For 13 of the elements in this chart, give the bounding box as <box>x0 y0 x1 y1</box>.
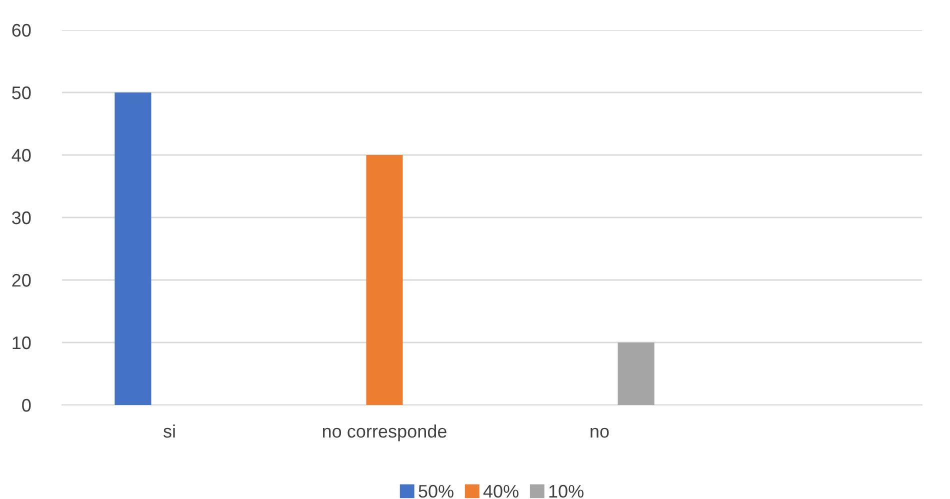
y-tick-label: 40 <box>12 148 31 162</box>
x-tick-label: si <box>163 424 175 438</box>
y-tick-label: 30 <box>12 211 31 224</box>
x-tick-label: no corresponde <box>322 424 446 442</box>
x-tick-label: no <box>590 428 609 438</box>
legend-label: 40% <box>483 484 518 498</box>
y-tick-label: 60 <box>12 24 31 37</box>
y-tick-label: 10 <box>12 336 31 350</box>
legend-label: 50% <box>418 484 454 498</box>
legend-label: 10% <box>549 484 584 498</box>
y-tick-label: 20 <box>12 274 31 287</box>
y-tick-label: 0 <box>22 398 31 412</box>
y-tick-label: 50 <box>12 86 31 100</box>
